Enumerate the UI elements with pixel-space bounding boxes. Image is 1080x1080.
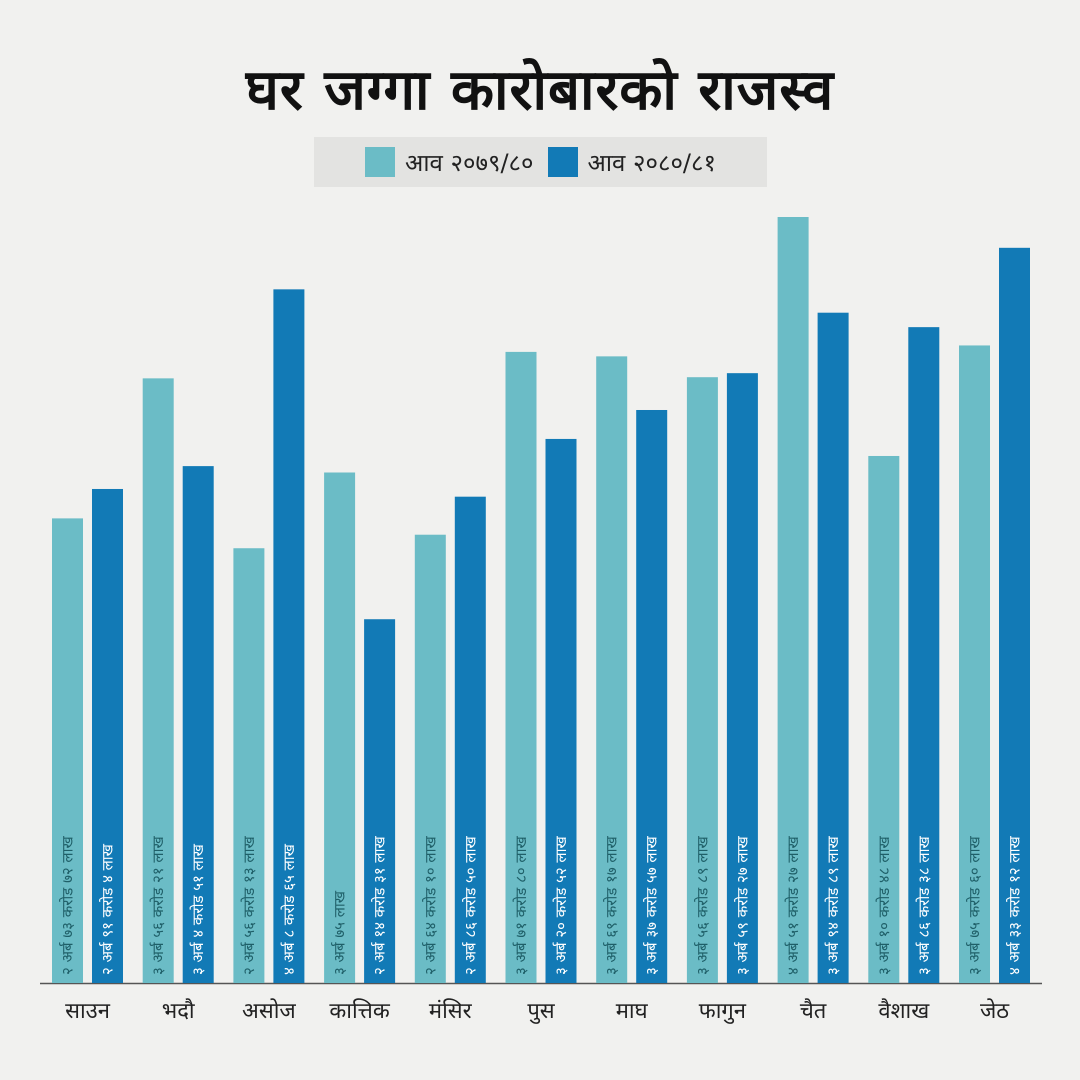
bar-value-label: ३ अर्ब २० करोड ५२ लाख <box>552 836 570 975</box>
x-tick-label: पुस <box>527 999 555 1024</box>
x-tick-label: भदौ <box>162 998 195 1024</box>
bar-series2-9 <box>908 327 940 983</box>
bar-value-label: ४ अर्ब ३३ करोड १२ लाख <box>1006 836 1024 975</box>
bar-series2-4 <box>454 496 486 983</box>
chart-title: घर जग्गा कारोबारको राजस्व <box>245 58 835 123</box>
legend-swatch-series2 <box>547 147 578 177</box>
bar-series1-0 <box>52 518 83 983</box>
bar-value-label: २ अर्ब ७३ करोड ७२ लाख <box>59 836 77 975</box>
bar-series1-8 <box>777 217 809 983</box>
x-tick-label: असोज <box>242 998 296 1024</box>
bar-series2-7 <box>726 373 758 984</box>
bar-value-label: ३ अर्ब ७५ करोड ६० लाख <box>966 836 984 975</box>
bar-value-label: २ अर्ब १४ करोड ३१ लाख <box>371 836 389 975</box>
bar-value-label: ३ अर्ब ६९ करोड १७ लाख <box>603 836 621 975</box>
x-tick-label: चैत <box>800 998 827 1024</box>
x-tick-label: फागुन <box>699 999 747 1024</box>
bar-value-label: ४ अर्ब ८ करोड ६५ लाख <box>280 843 298 975</box>
bar-series2-10 <box>999 247 1030 984</box>
bar-value-label: ३ अर्ब ७१ करोड ८० लाख <box>512 836 530 975</box>
bar-value-label: ३ अर्ब ७५ लाख <box>331 890 349 975</box>
x-tick-label: कात्तिक <box>329 998 390 1024</box>
bar-series1-2 <box>233 548 265 983</box>
bar-value-label: २ अर्ब ९१ करोड ४ लाख <box>99 843 117 975</box>
bar-series2-0 <box>92 488 123 983</box>
legend-item-series1: आव २०७९/८० <box>365 146 534 179</box>
bar-value-label: ३ अर्ब ३७ करोड ५७ लाख <box>643 836 661 975</box>
bar-value-label: ३ अर्ब ९४ करोड ८९ लाख <box>824 836 842 975</box>
x-tick-label: साउन <box>65 999 111 1024</box>
bar-value-label: ३ अर्ब ५६ करोड २१ लाख <box>149 836 167 975</box>
legend: आव २०७९/८० आव २०८०/८१ <box>314 137 767 187</box>
legend-label-series1: आव २०७९/८० <box>405 148 534 177</box>
bar-series2-8 <box>817 312 849 984</box>
bar-series1-3 <box>324 472 356 983</box>
bar-value-label: २ अर्ब ५६ करोड १३ लाख <box>240 836 258 975</box>
bar-value-label: ३ अर्ब ५९ करोड २७ लाख <box>733 836 751 975</box>
bar-series2-6 <box>636 409 668 983</box>
x-tick-label: माघ <box>616 999 649 1024</box>
x-tick-label: वैशाख <box>878 998 930 1024</box>
legend-label-series2: आव २०८०/८१ <box>587 148 716 177</box>
bar-series2-2 <box>273 289 305 983</box>
bar-value-label: २ अर्ब ६४ करोड १० लाख <box>421 836 439 975</box>
bar-series2-5 <box>545 438 577 983</box>
bar-value-label: ४ अर्ब ५१ करोड २७ लाख <box>784 836 802 975</box>
bar-series1-1 <box>142 378 174 983</box>
legend-swatch-series1 <box>365 147 396 177</box>
bar-series1-4 <box>414 534 446 983</box>
bar-value-label: ३ अर्ब ५६ करोड ८९ लाख <box>693 836 711 975</box>
bar-series2-1 <box>182 466 214 983</box>
x-tick-label: जेठ <box>980 998 1010 1024</box>
bar-series1-5 <box>505 351 537 983</box>
bar-value-label: ३ अर्ब ४ करोड ५१ लाख <box>189 843 207 975</box>
legend-item-series2: आव २०८०/८१ <box>547 146 716 179</box>
bar-value-label: ३ अर्ब १० करोड ४८ लाख <box>875 836 893 975</box>
bar-value-label: २ अर्ब ८६ करोड ५० लाख <box>461 836 479 975</box>
bar-series1-6 <box>596 356 628 983</box>
x-tick-label: मंसिर <box>429 998 473 1024</box>
bar-series1-7 <box>686 377 718 983</box>
bar-series2-3 <box>364 619 396 983</box>
bar-series1-9 <box>868 455 900 983</box>
bar-value-label: ३ अर्ब ८६ करोड ३८ लाख <box>915 836 933 975</box>
bar-series1-10 <box>959 345 990 983</box>
